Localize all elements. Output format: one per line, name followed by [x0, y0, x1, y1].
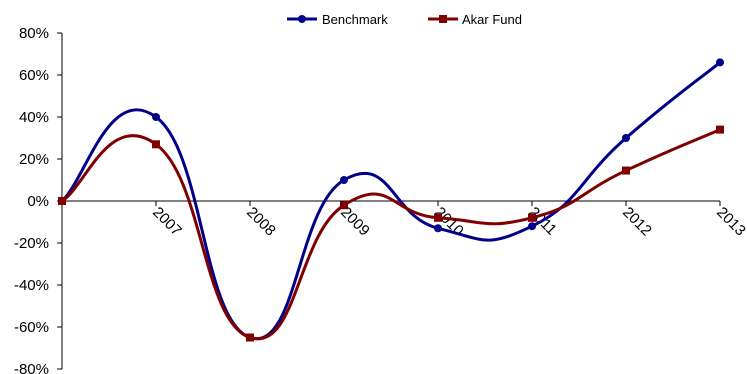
data-point-akar-fund: [152, 140, 160, 149]
data-point-benchmark: [528, 222, 536, 231]
y-tick-label: 20%: [19, 151, 49, 168]
axes: 80% 60% 40% 20% 0% -20% -40% -60% -80% 2007 2008 20…: [14, 25, 747, 374]
data-point-benchmark: [434, 224, 442, 233]
data-point-akar-fund: [716, 125, 724, 134]
legend-marker-benchmark: [298, 15, 306, 23]
legend-item-akar-fund: Akar Fund: [428, 12, 522, 27]
legend-label-akar-fund: Akar Fund: [462, 12, 522, 27]
data-point-akar-fund: [58, 197, 66, 205]
y-tick-label: 0%: [27, 193, 49, 210]
data-point-akar-fund: [340, 201, 348, 210]
x-tick-label: 2012: [619, 204, 655, 240]
series-line-akar-fund: [61, 128, 721, 341]
series-layer: [58, 58, 724, 342]
y-tick-label: -20%: [14, 235, 49, 252]
y-tick-label: -80%: [14, 361, 49, 374]
x-tick-label: 2013: [713, 204, 747, 240]
data-point-akar-fund: [434, 213, 442, 222]
data-point-akar-fund: [622, 166, 630, 175]
data-point-akar-fund: [528, 213, 536, 222]
legend-label-benchmark: Benchmark: [322, 12, 388, 27]
data-point-benchmark: [340, 176, 348, 184]
data-point-akar-fund: [246, 333, 254, 342]
data-point-benchmark: [152, 113, 160, 121]
y-tick-label: -40%: [14, 277, 49, 294]
x-tick-label: 2008: [243, 204, 279, 240]
y-tick-label: 60%: [19, 67, 49, 84]
y-tick-label: 40%: [19, 109, 49, 126]
y-tick-label: 80%: [19, 25, 49, 42]
legend: Benchmark Akar Fund: [287, 12, 522, 27]
legend-item-benchmark: Benchmark: [287, 12, 388, 27]
y-tick-label: -60%: [14, 319, 49, 336]
data-point-benchmark: [622, 134, 630, 142]
series-akar-fund: [58, 125, 724, 342]
x-tick-label: 2007: [149, 204, 185, 240]
legend-marker-akar-fund: [439, 15, 447, 23]
data-point-benchmark: [716, 58, 724, 67]
